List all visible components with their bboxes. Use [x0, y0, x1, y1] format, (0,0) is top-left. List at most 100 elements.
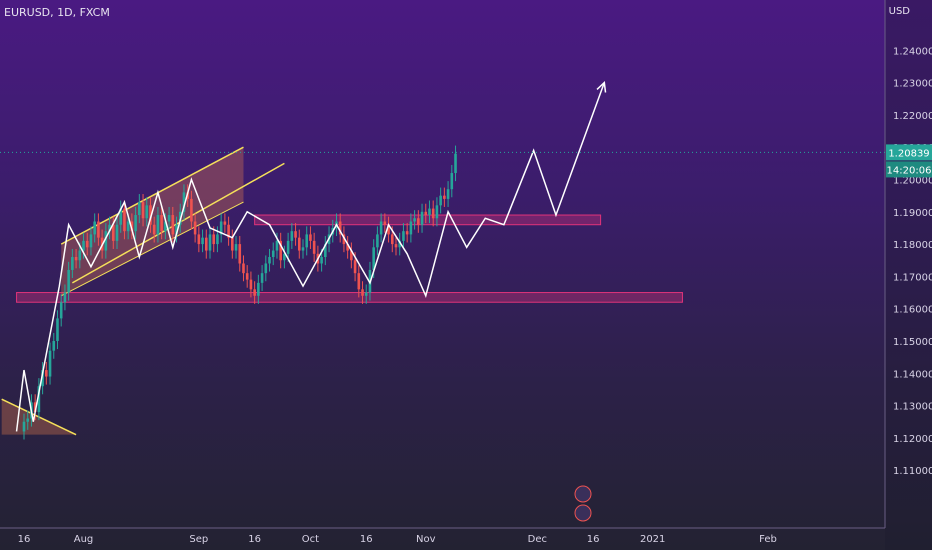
candle-body	[312, 240, 316, 254]
candle-body	[364, 292, 368, 296]
candle-body	[115, 224, 119, 241]
candle-body	[85, 240, 89, 248]
candle-body	[264, 263, 268, 274]
candle-body	[234, 244, 238, 251]
time-tick-label: 16	[248, 534, 261, 545]
candle-body	[249, 279, 253, 290]
candle-body	[231, 237, 234, 251]
candle-body	[145, 205, 149, 219]
currency-label: USD	[888, 6, 910, 17]
candle-body	[413, 218, 416, 222]
candle-body	[138, 202, 141, 216]
candle-body	[74, 257, 78, 261]
candle-body	[376, 234, 379, 248]
candle-body	[126, 221, 130, 232]
candle-body	[149, 205, 152, 225]
price-tick-label: 1.24000	[893, 46, 932, 57]
candle-body	[71, 257, 74, 270]
price-tick-label: 1.12000	[893, 434, 932, 445]
candle-body	[111, 224, 115, 241]
candle-body	[372, 247, 375, 270]
candle-body	[242, 263, 245, 274]
candle-body	[201, 237, 204, 245]
time-tick-label: Oct	[302, 534, 319, 545]
candle-body	[190, 198, 193, 222]
candle-body	[152, 224, 156, 235]
candle-body	[435, 205, 439, 219]
candle-body	[108, 224, 111, 232]
price-tick-label: 1.20000	[893, 176, 932, 187]
candle-body	[257, 282, 260, 296]
candle-body	[182, 192, 186, 212]
candle-body	[394, 244, 398, 248]
candle-body	[275, 240, 279, 251]
time-tick-label: 16	[587, 534, 600, 545]
candle-body	[212, 234, 216, 245]
candle-body	[104, 231, 108, 251]
candle-body	[294, 231, 297, 238]
symbol-label: EURUSD, 1D, FXCM	[4, 6, 110, 19]
candle-body	[286, 240, 290, 254]
candle-body	[383, 221, 387, 225]
candle-body	[223, 221, 227, 225]
channel-lower-line	[60, 201, 244, 297]
candle-body	[342, 234, 346, 245]
candle-body	[26, 418, 30, 422]
last-price-label: 1.20839	[888, 148, 929, 159]
candle-body	[353, 260, 357, 274]
candle-body	[197, 234, 201, 245]
candle-body	[454, 153, 457, 174]
candle-body	[45, 370, 48, 377]
candle-body	[431, 208, 435, 219]
candle-body	[123, 208, 126, 232]
candle-body	[22, 421, 26, 432]
channel-upper-line	[60, 146, 244, 245]
candle-body	[130, 221, 134, 232]
time-tick-label: Nov	[416, 534, 436, 545]
candle-body	[439, 195, 442, 206]
price-tick-label: 1.14000	[893, 369, 932, 380]
candle-body	[164, 221, 167, 232]
candle-body	[219, 221, 223, 235]
candle-body	[167, 215, 171, 222]
candle-body	[405, 231, 409, 235]
projection-arrowhead	[596, 81, 607, 93]
candle-body	[33, 402, 37, 413]
candle-body	[443, 195, 446, 199]
candle-body	[63, 292, 67, 303]
price-tick-label: 1.15000	[893, 337, 932, 348]
candle-body	[227, 224, 230, 238]
candle-body	[379, 221, 383, 235]
candle-body	[305, 234, 309, 248]
time-tick-label: 16	[360, 534, 373, 545]
candle-body	[398, 240, 402, 248]
price-tick-label: 1.23000	[893, 79, 932, 90]
countdown-label: 14:20:06	[887, 165, 932, 176]
candle-body	[279, 240, 282, 261]
candle-body	[175, 224, 178, 235]
time-tick-label: Feb	[759, 534, 777, 545]
projection-path	[15, 82, 606, 432]
support-zone	[254, 214, 602, 226]
countdown-badge	[886, 161, 932, 178]
candle-body	[119, 208, 123, 225]
channel-fill	[61, 147, 244, 296]
candle-body	[260, 273, 264, 283]
price-tick-label: 1.22000	[893, 111, 932, 122]
candle-body	[424, 211, 428, 216]
candle-body	[271, 250, 275, 258]
candle-body	[37, 386, 41, 413]
price-tick-label: 1.13000	[893, 402, 932, 413]
candle-body	[238, 244, 242, 264]
candle-body	[160, 215, 163, 232]
candle-body	[97, 221, 100, 238]
candle-body	[193, 221, 197, 235]
candle-body	[409, 221, 413, 235]
candle-body	[283, 253, 286, 261]
price-tick-label: 1.19000	[893, 208, 932, 219]
candle-body	[390, 234, 394, 245]
candle-body	[346, 244, 349, 251]
candle-body	[171, 215, 175, 235]
